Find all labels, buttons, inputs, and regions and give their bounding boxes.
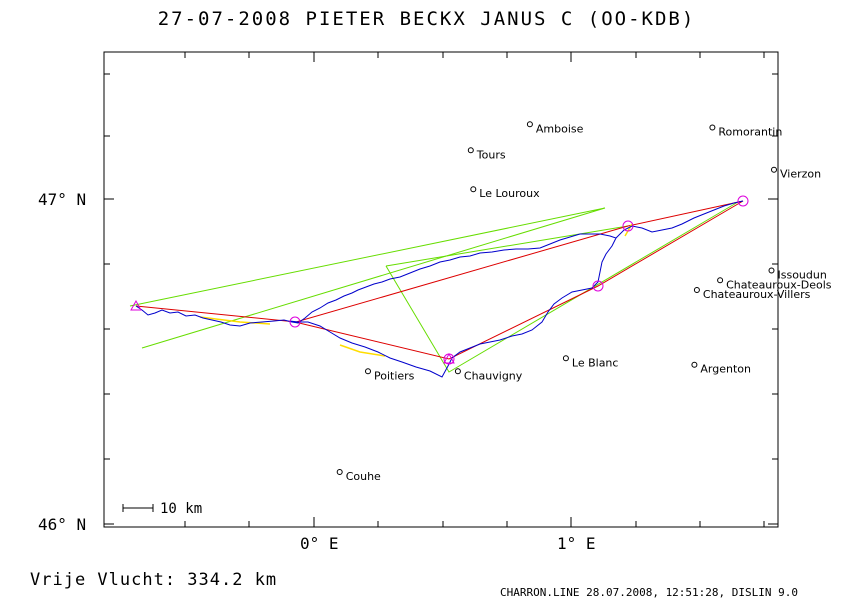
glide-segments <box>199 223 633 357</box>
town-label: Issoudun <box>778 269 827 282</box>
scale-bar-label: 10 km <box>160 501 202 517</box>
town-marker <box>768 267 775 274</box>
town-label: Chateauroux-Deols <box>726 278 832 291</box>
flight-distance: Vrije Vlucht: 334.2 km <box>30 570 278 590</box>
town-label: Chauvigny <box>464 369 523 382</box>
town-marker <box>467 147 474 154</box>
town-marker <box>470 186 477 193</box>
y-tick-label-0: 47° N <box>38 190 86 209</box>
x-tick-label-1: 1° E <box>557 534 596 553</box>
sector-lines <box>129 201 739 373</box>
y-tick-label-1: 46° N <box>38 515 86 534</box>
town-marker <box>709 124 716 131</box>
town-marker <box>336 469 343 475</box>
town-label: Argenton <box>700 363 751 376</box>
scale-bar: 10 km <box>122 501 202 517</box>
town-label: Poitiers <box>374 369 415 382</box>
flight-track-east <box>615 200 744 239</box>
turnpoint-markers <box>130 195 749 365</box>
town-marker <box>454 368 461 375</box>
town-marker <box>771 166 777 173</box>
tick-marks <box>104 52 778 527</box>
town-marker <box>562 355 569 362</box>
town-marker <box>717 277 724 284</box>
town-label: Le Blanc <box>572 356 619 369</box>
town-label: Amboise <box>536 122 584 135</box>
flight-track <box>135 233 617 378</box>
map-frame <box>103 51 779 528</box>
town-marker <box>693 287 700 293</box>
town-marker <box>365 368 371 375</box>
town-label: Tours <box>476 148 506 161</box>
town-label: Couhe <box>346 470 381 483</box>
town-label: Vierzon <box>780 168 821 181</box>
town-label: Le Louroux <box>479 187 540 200</box>
town-marker <box>526 121 533 128</box>
page-title: 27-07-2008 PIETER BECKX JANUS C (OO-KDB) <box>157 8 696 30</box>
x-tick-label-0: 0° E <box>300 534 339 553</box>
towns-layer: Amboise Romorantin Tours Vierzon Le Louroux I… <box>336 121 832 483</box>
town-label: Chateauroux-Villers <box>703 288 811 301</box>
town-marker <box>691 361 698 368</box>
footer-info: CHARRON.LINE 28.07.2008, 12:51:28, DISLI… <box>500 586 799 599</box>
task-lines <box>135 200 744 360</box>
town-label: Romorantin <box>718 126 782 139</box>
